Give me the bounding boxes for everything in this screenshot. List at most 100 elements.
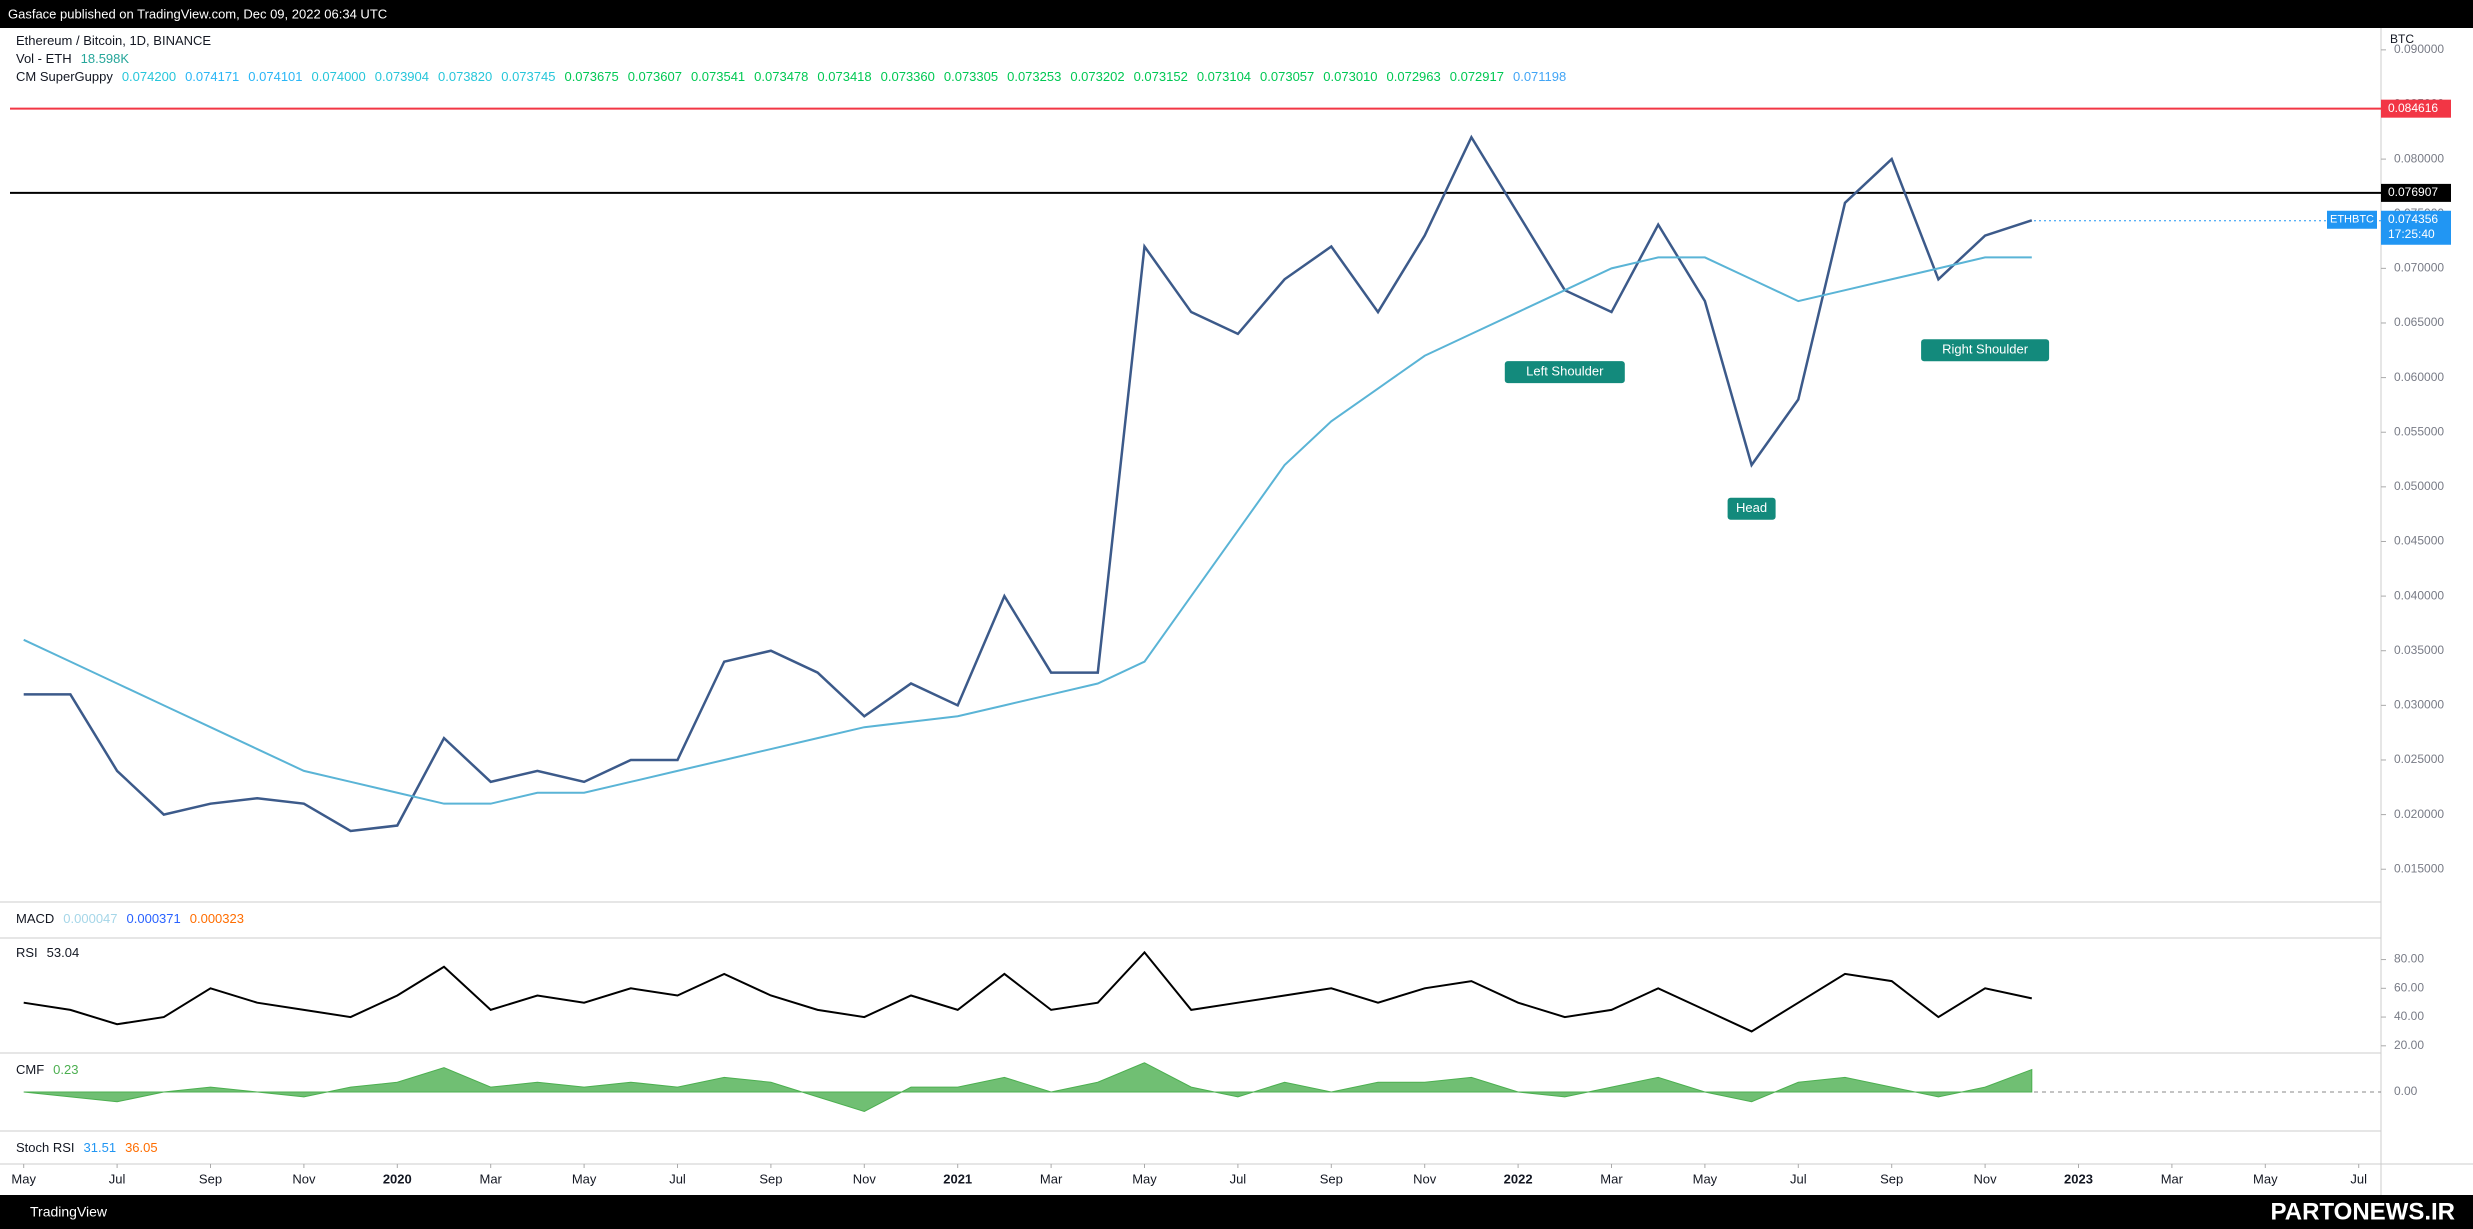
x-tick-label: Jul bbox=[1790, 1171, 1807, 1186]
y-tick-label: 0.015000 bbox=[2394, 861, 2444, 875]
x-tick-label: May bbox=[2253, 1171, 2278, 1186]
y-tick-label: 0.020000 bbox=[2394, 807, 2444, 821]
x-tick-label: Sep bbox=[759, 1171, 782, 1186]
x-tick-label: Jul bbox=[669, 1171, 686, 1186]
x-tick-label: 2023 bbox=[2064, 1171, 2093, 1186]
legend-row: MACD 0.000047 0.000371 0.000323 bbox=[16, 911, 253, 926]
legend-text: Stoch RSI bbox=[16, 1140, 75, 1155]
level-box bbox=[2381, 183, 2451, 202]
currency: BTC bbox=[2390, 32, 2414, 46]
legend-row: Vol - ETH 18.598K bbox=[16, 51, 138, 66]
price-line bbox=[23, 134, 2033, 833]
legend-row: Stoch RSI 31.51 36.05 bbox=[16, 1140, 167, 1155]
legend-text: 0.074101 bbox=[248, 69, 303, 84]
legend-text: Vol - ETH bbox=[16, 51, 72, 66]
watermark: PARTONEWS.IR bbox=[2271, 1198, 2455, 1225]
legend-text: 0.073104 bbox=[1196, 69, 1252, 84]
legend-text: 36.05 bbox=[125, 1140, 158, 1155]
price-line bbox=[23, 256, 2032, 805]
last-price-label: 0.074356 bbox=[2388, 212, 2438, 226]
legend-text: RSI bbox=[16, 945, 38, 960]
y-tick-label: 40.00 bbox=[2394, 1009, 2424, 1023]
x-tick-label: Nov bbox=[853, 1171, 877, 1186]
annotation-text: Left Shoulder bbox=[1526, 364, 1604, 379]
x-tick-label: May bbox=[572, 1171, 597, 1186]
x-tick-label: May bbox=[11, 1171, 36, 1186]
legend-text: 0.072963 bbox=[1386, 69, 1441, 84]
y-tick-label: 0.050000 bbox=[2394, 479, 2444, 493]
annotation-box bbox=[1921, 339, 2050, 362]
x-tick-label: Sep bbox=[1320, 1171, 1343, 1186]
y-tick-label: 0.040000 bbox=[2394, 588, 2444, 602]
legend-text: 0.073478 bbox=[754, 69, 809, 84]
y-tick-label: 0.030000 bbox=[2394, 698, 2444, 712]
x-tick-label: May bbox=[1693, 1171, 1718, 1186]
legend-text: 0.073541 bbox=[690, 69, 746, 84]
y-tick-label: 20.00 bbox=[2394, 1038, 2424, 1052]
legend-text: 0.073152 bbox=[1133, 69, 1188, 84]
legend-row: RSI 53.04 bbox=[16, 945, 88, 960]
annotation-text: Right Shoulder bbox=[1942, 342, 2029, 357]
x-tick-label: Jul bbox=[109, 1171, 126, 1186]
x-tick-label: Nov bbox=[1413, 1171, 1437, 1186]
legend-text: 0.073745 bbox=[501, 69, 556, 84]
y-tick-label: 0.00 bbox=[2394, 1084, 2418, 1098]
x-tick-label: Mar bbox=[2161, 1171, 2184, 1186]
x-tick-label: Mar bbox=[480, 1171, 503, 1186]
header: Gasface published on TradingView.com, De… bbox=[8, 6, 387, 21]
symbol-label: ETHBTC bbox=[2330, 214, 2374, 226]
cmf-area bbox=[23, 1062, 2033, 1113]
level-label: 0.076907 bbox=[2388, 185, 2438, 199]
legend-text: MACD bbox=[16, 911, 55, 926]
y-tick-label: 0.080000 bbox=[2394, 151, 2444, 165]
legend-text: 0.073253 bbox=[1007, 69, 1062, 84]
legend-row: Ethereum / Bitcoin, 1D, BINANCE bbox=[16, 33, 220, 48]
y-tick-label: 80.00 bbox=[2394, 952, 2424, 966]
x-tick-label: 2021 bbox=[943, 1171, 972, 1186]
y-tick-label: 0.025000 bbox=[2394, 752, 2444, 766]
legend-text: 0.072917 bbox=[1449, 69, 1504, 84]
countdown: 17:25:40 bbox=[2388, 227, 2435, 241]
y-tick-label: 0.060000 bbox=[2394, 370, 2444, 384]
x-tick-label: May bbox=[1132, 1171, 1157, 1186]
legend-text: 0.073360 bbox=[880, 69, 935, 84]
top-bar bbox=[0, 0, 2473, 28]
x-tick-label: Nov bbox=[292, 1171, 316, 1186]
x-tick-label: Mar bbox=[1600, 1171, 1623, 1186]
legend-text: 0.23 bbox=[53, 1062, 79, 1077]
x-tick-label: 2020 bbox=[383, 1171, 412, 1186]
legend-text: Ethereum / Bitcoin, 1D, BINANCE bbox=[16, 33, 212, 48]
symbol-tag bbox=[2327, 210, 2377, 229]
legend-row: CM SuperGuppy 0.074200 0.074171 0.074101 0.0… bbox=[16, 69, 1575, 84]
footer: TradingView bbox=[30, 1204, 108, 1220]
legend-text: CM SuperGuppy bbox=[16, 69, 113, 84]
legend-text: 0.074000 bbox=[311, 69, 366, 84]
legend-text: 0.073010 bbox=[1323, 69, 1378, 84]
legend-text: 0.071198 bbox=[1512, 69, 1567, 84]
level-label: 0.084616 bbox=[2388, 101, 2438, 115]
y-tick-label: 0.055000 bbox=[2394, 424, 2444, 438]
y-tick-label: 0.065000 bbox=[2394, 315, 2444, 329]
x-tick-label: Nov bbox=[1974, 1171, 1998, 1186]
legend-row: CMF 0.23 bbox=[16, 1062, 87, 1077]
legend-text: 0.074200 bbox=[121, 69, 177, 84]
x-tick-label: Jul bbox=[2350, 1171, 2367, 1186]
rsi-line bbox=[23, 950, 2033, 1033]
legend-text: 0.000323 bbox=[189, 911, 244, 926]
annotation-box bbox=[1727, 497, 1776, 520]
legend-text: 53.04 bbox=[46, 945, 80, 960]
legend-text: 0.000047 bbox=[63, 911, 118, 926]
x-tick-label: Sep bbox=[199, 1171, 222, 1186]
legend-text: 0.073202 bbox=[1070, 69, 1125, 84]
y-tick-label: 0.035000 bbox=[2394, 643, 2444, 657]
legend-text: 0.073820 bbox=[438, 69, 493, 84]
legend-text: 0.073607 bbox=[627, 69, 682, 84]
level-box bbox=[2381, 99, 2451, 118]
x-tick-label: 2022 bbox=[1504, 1171, 1533, 1186]
bottom-bar bbox=[0, 1195, 2473, 1229]
legend-text: 0.073675 bbox=[564, 69, 619, 84]
y-tick-label: 0.045000 bbox=[2394, 534, 2444, 548]
legend-text: 0.073904 bbox=[374, 69, 429, 84]
